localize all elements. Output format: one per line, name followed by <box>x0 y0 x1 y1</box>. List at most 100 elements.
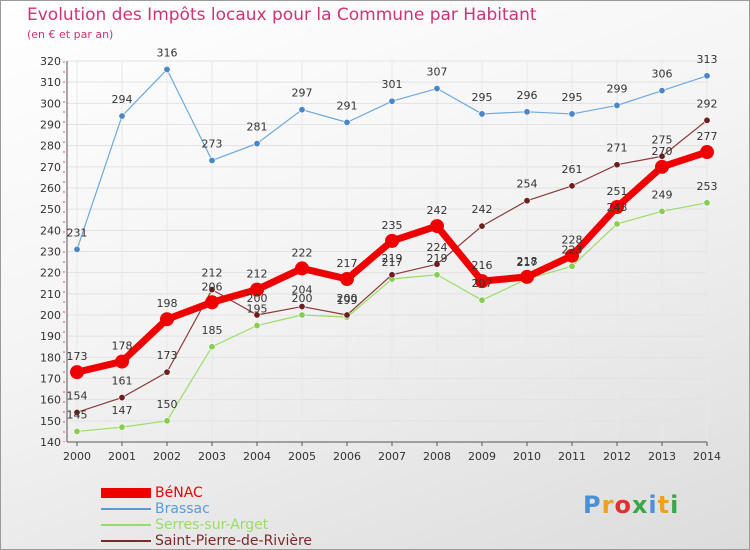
data-label: 147 <box>112 404 133 417</box>
data-label: 217 <box>337 257 358 270</box>
data-point <box>163 417 171 425</box>
data-label: 173 <box>67 350 88 363</box>
data-label: 212 <box>247 268 268 281</box>
data-point <box>298 106 306 114</box>
data-point <box>208 156 216 164</box>
data-label: 281 <box>247 121 268 134</box>
data-point <box>343 311 351 319</box>
data-point <box>658 207 666 215</box>
logo-letter: o <box>614 491 632 519</box>
data-point <box>343 118 351 126</box>
data-label: 253 <box>697 180 718 193</box>
y-tick-label: 190 <box>40 330 61 343</box>
data-point <box>205 295 219 310</box>
data-label: 216 <box>472 259 493 272</box>
data-point <box>118 394 126 402</box>
data-label: 185 <box>202 324 223 337</box>
data-label: 297 <box>292 87 313 100</box>
data-point <box>655 159 669 174</box>
data-point <box>250 282 264 297</box>
data-label: 254 <box>517 178 538 191</box>
y-tick-label: 240 <box>40 224 61 237</box>
logo-letter: i <box>670 491 680 519</box>
y-tick-label: 210 <box>40 288 61 301</box>
data-label: 243 <box>607 201 628 214</box>
data-point <box>703 199 711 207</box>
logo-letter: i <box>648 491 658 519</box>
data-point <box>475 274 489 289</box>
legend-swatch <box>101 524 151 526</box>
x-tick-label: 2004 <box>243 450 271 463</box>
data-point <box>613 101 621 109</box>
y-tick-label: 140 <box>40 436 61 449</box>
x-tick-label: 2013 <box>648 450 676 463</box>
data-label: 313 <box>697 53 718 66</box>
data-point <box>298 303 306 311</box>
data-label: 275 <box>652 133 673 146</box>
data-label: 270 <box>652 145 673 158</box>
data-point <box>208 286 216 294</box>
data-label: 200 <box>337 292 358 305</box>
data-point <box>385 233 399 248</box>
data-label: 198 <box>157 297 178 310</box>
x-tick-label: 2009 <box>468 450 496 463</box>
data-label: 291 <box>337 99 358 112</box>
data-label: 173 <box>157 349 178 362</box>
data-point <box>565 248 579 263</box>
x-tick-label: 2002 <box>153 450 181 463</box>
data-label: 235 <box>382 219 403 232</box>
y-tick-label: 300 <box>40 97 61 110</box>
data-label: 316 <box>157 46 178 59</box>
data-label: 249 <box>652 188 673 201</box>
data-point <box>160 312 174 327</box>
data-label: 295 <box>472 91 493 104</box>
data-label: 217 <box>382 256 403 269</box>
x-tick-label: 2010 <box>513 450 541 463</box>
x-tick-label: 2006 <box>333 450 361 463</box>
legend-swatch <box>101 508 151 510</box>
x-tick-label: 2000 <box>63 450 91 463</box>
data-label: 223 <box>562 243 583 256</box>
data-label: 154 <box>67 389 88 402</box>
x-tick-label: 2003 <box>198 450 226 463</box>
y-tick-label: 160 <box>40 394 61 407</box>
logo-letter: x <box>631 491 649 519</box>
data-point <box>388 97 396 105</box>
legend-item: Serres-sur-Arget <box>101 517 401 533</box>
y-tick-label: 280 <box>40 140 61 153</box>
data-label: 222 <box>292 246 313 259</box>
data-point <box>208 343 216 351</box>
data-label: 271 <box>607 142 628 155</box>
legend-item: Brassac <box>101 501 401 517</box>
data-label: 242 <box>427 204 448 217</box>
data-point <box>523 108 531 116</box>
data-label: 228 <box>562 234 583 247</box>
data-point <box>70 365 84 380</box>
data-point <box>658 152 666 160</box>
data-label: 206 <box>202 280 223 293</box>
data-point <box>658 87 666 95</box>
data-label: 218 <box>517 255 538 268</box>
data-point <box>433 271 441 279</box>
data-point <box>430 219 444 234</box>
data-point <box>613 220 621 228</box>
data-point <box>523 197 531 205</box>
data-point <box>115 354 129 369</box>
data-label: 200 <box>247 292 268 305</box>
data-label: 306 <box>652 68 673 81</box>
data-label: 207 <box>472 277 493 290</box>
data-label: 261 <box>562 163 583 176</box>
data-point <box>700 145 714 160</box>
data-label: 294 <box>112 93 133 106</box>
y-tick-label: 290 <box>40 119 61 132</box>
data-point <box>163 368 171 376</box>
data-label: 273 <box>202 137 223 150</box>
x-tick-label: 2005 <box>288 450 316 463</box>
data-point <box>340 272 354 287</box>
x-tick-label: 2001 <box>108 450 136 463</box>
data-point <box>295 261 309 276</box>
y-tick-label: 150 <box>40 415 61 428</box>
data-label: 307 <box>427 66 448 79</box>
data-point <box>568 110 576 118</box>
